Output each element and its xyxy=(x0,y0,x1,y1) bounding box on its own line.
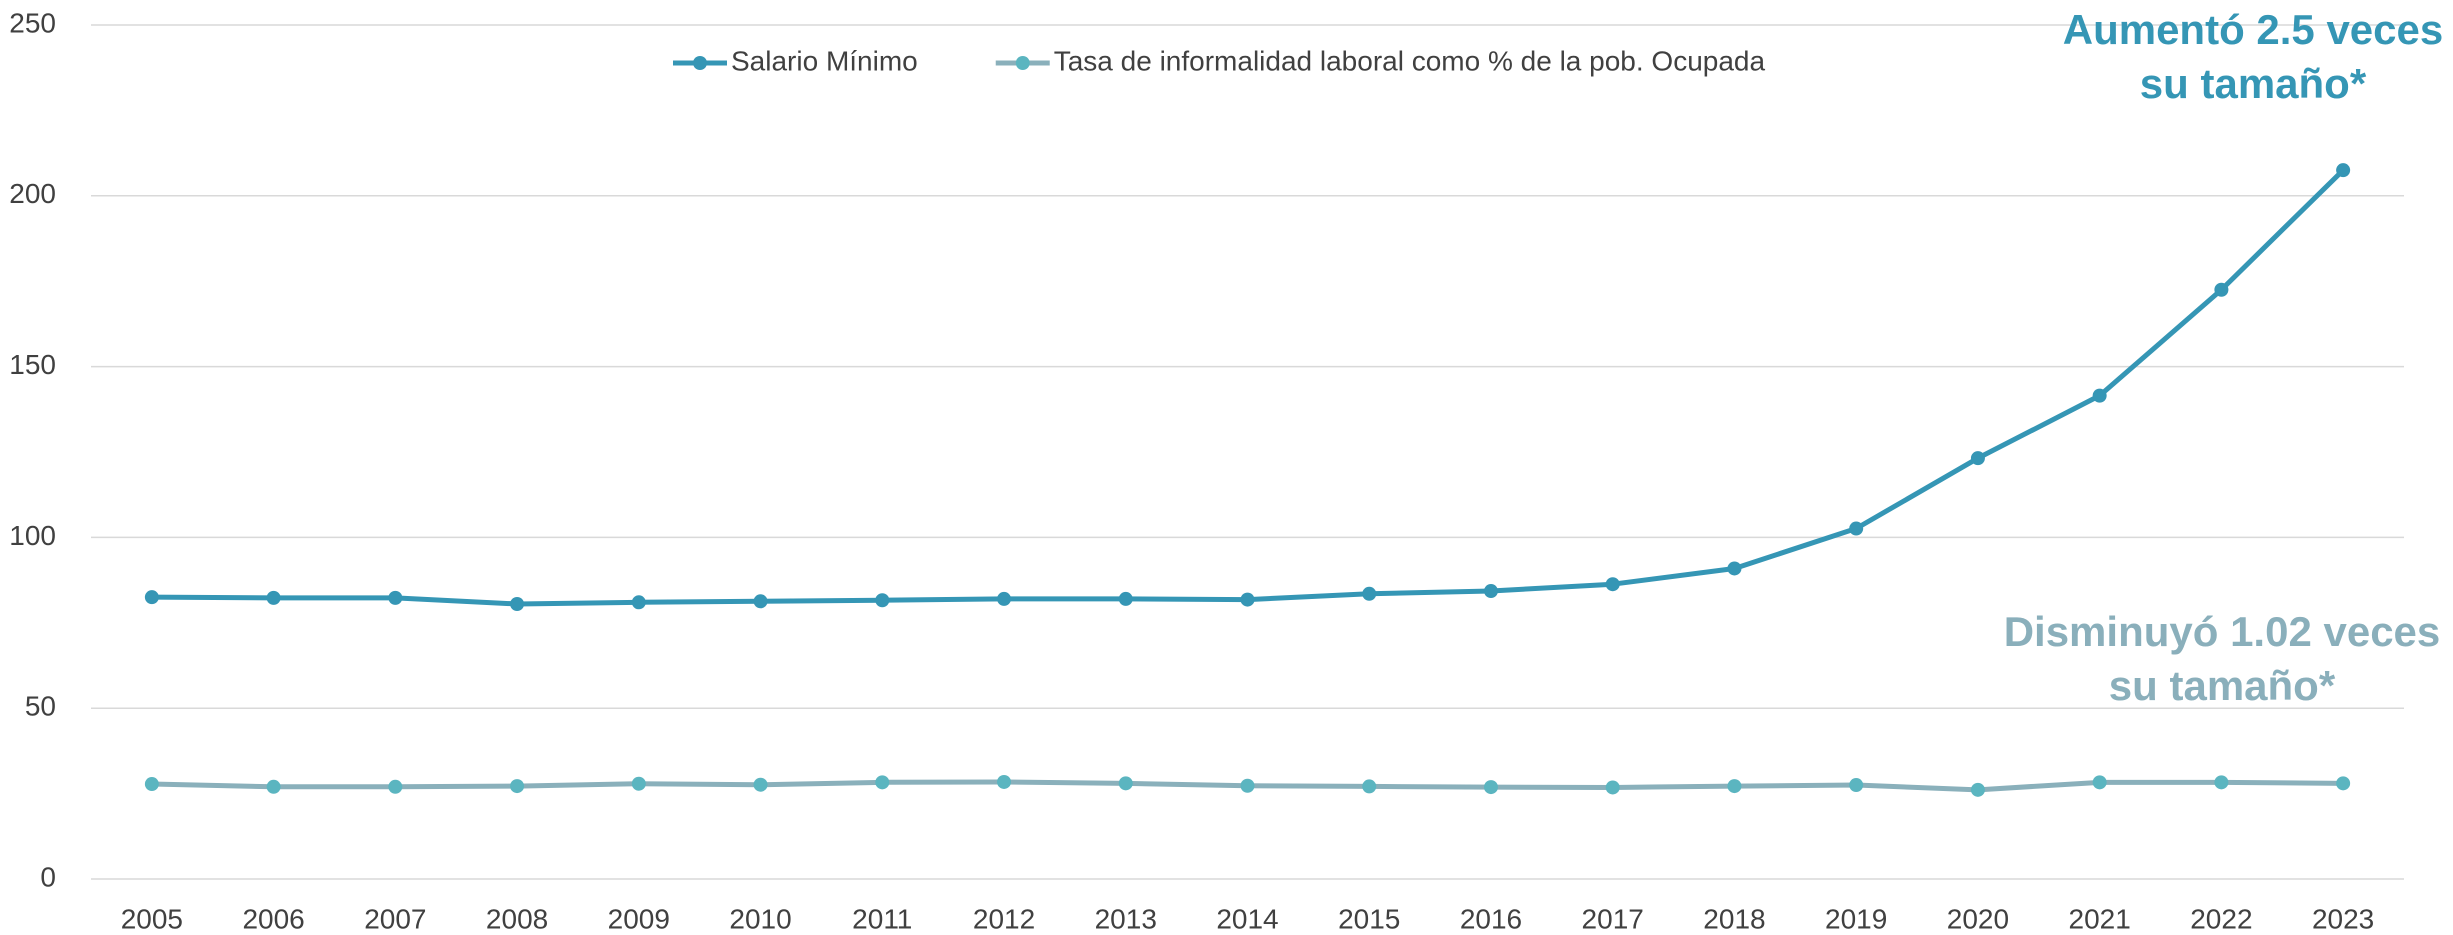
x-tick-label: 2019 xyxy=(1825,903,1887,934)
series-marker xyxy=(144,590,159,605)
series-marker xyxy=(1483,780,1498,795)
y-tick-label: 50 xyxy=(25,691,56,722)
series-marker xyxy=(1849,521,1864,536)
series-marker xyxy=(753,594,768,609)
x-tick-label: 2023 xyxy=(2312,903,2374,934)
series-marker xyxy=(2214,775,2229,790)
series-marker xyxy=(1118,591,1133,606)
x-tick-label: 2012 xyxy=(973,903,1035,934)
series-marker xyxy=(1727,561,1742,576)
series-marker xyxy=(1605,577,1620,592)
x-tick-label: 2017 xyxy=(1582,903,1644,934)
series-marker xyxy=(997,774,1012,789)
series-marker xyxy=(510,597,525,612)
legend-label: Tasa de informalidad laboral como % de l… xyxy=(1054,45,1766,76)
x-tick-label: 2006 xyxy=(242,903,304,934)
x-tick-label: 2015 xyxy=(1338,903,1400,934)
x-tick-label: 2022 xyxy=(2190,903,2252,934)
x-tick-label: 2008 xyxy=(486,903,548,934)
series-marker xyxy=(266,779,281,794)
series-marker xyxy=(2336,776,2351,791)
annotation: su tamaño* xyxy=(2140,60,2367,107)
series-marker xyxy=(1605,780,1620,795)
series-marker xyxy=(1240,592,1255,607)
series-marker xyxy=(631,595,646,610)
y-tick-label: 250 xyxy=(9,7,56,38)
x-tick-label: 2018 xyxy=(1703,903,1765,934)
series-marker xyxy=(510,779,525,794)
x-tick-label: 2005 xyxy=(121,903,183,934)
series-marker xyxy=(1240,778,1255,793)
x-tick-label: 2013 xyxy=(1095,903,1157,934)
x-tick-label: 2020 xyxy=(1947,903,2009,934)
series-marker xyxy=(1849,778,1864,793)
legend-label: Salario Mínimo xyxy=(731,45,918,76)
y-tick-label: 0 xyxy=(40,861,56,892)
series-marker xyxy=(1970,451,1985,466)
annotation: Disminuyó 1.02 veces xyxy=(2004,608,2441,655)
x-tick-label: 2011 xyxy=(852,903,912,934)
legend-marker xyxy=(1015,56,1030,70)
series-marker xyxy=(144,777,159,792)
x-tick-label: 2009 xyxy=(608,903,670,934)
legend-marker xyxy=(693,56,707,70)
x-tick-label: 2014 xyxy=(1216,903,1278,934)
series-marker xyxy=(1970,782,1985,797)
series-marker xyxy=(997,591,1012,606)
x-tick-label: 2010 xyxy=(729,903,791,934)
y-tick-label: 100 xyxy=(9,520,56,551)
series-marker xyxy=(2092,775,2107,790)
series-marker xyxy=(631,776,646,791)
series-marker xyxy=(1362,779,1377,794)
series-marker xyxy=(875,775,890,790)
series-marker xyxy=(1118,776,1133,791)
annotation: Aumentó 2.5 veces xyxy=(2063,6,2444,53)
x-tick-label: 2016 xyxy=(1460,903,1522,934)
series-marker xyxy=(2336,163,2351,178)
series-marker xyxy=(1483,584,1498,599)
series-marker xyxy=(2092,388,2107,403)
series-marker xyxy=(1362,586,1377,601)
series-marker xyxy=(388,590,403,605)
x-tick-label: 2007 xyxy=(364,903,426,934)
series-line xyxy=(151,168,2345,607)
y-tick-label: 150 xyxy=(9,349,56,380)
y-tick-label: 200 xyxy=(9,178,56,209)
series-marker xyxy=(388,779,403,794)
annotation: su tamaño* xyxy=(2109,662,2336,709)
series-marker xyxy=(1727,779,1742,794)
series-marker xyxy=(875,593,890,608)
x-tick-label: 2021 xyxy=(2069,903,2131,934)
series-marker xyxy=(266,590,281,605)
series-marker xyxy=(2214,282,2229,297)
series-marker xyxy=(753,777,768,792)
